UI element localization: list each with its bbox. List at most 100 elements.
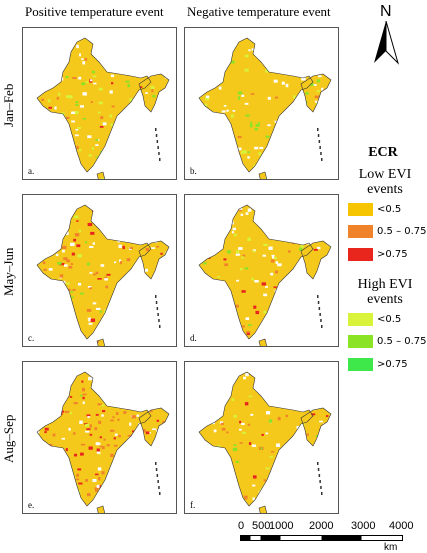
ecr-pixel (232, 231, 234, 233)
ecr-pixel (167, 411, 171, 413)
ecr-pixel (71, 111, 75, 114)
ecr-pixel (62, 250, 65, 253)
ecr-pixel (276, 503, 278, 505)
ecr-pixel (254, 280, 258, 282)
ecr-pixel (283, 229, 287, 231)
ecr-pixel (132, 415, 136, 418)
ecr-pixel (297, 296, 299, 299)
ecr-pixel (318, 443, 321, 445)
ecr-pixel (108, 45, 111, 47)
ecr-pixel (33, 301, 37, 304)
ecr-pixel (311, 480, 315, 482)
ecr-pixel (101, 264, 105, 267)
ecr-pixel (226, 110, 228, 112)
ecr-pixel (270, 171, 272, 174)
ecr-pixel (100, 222, 102, 225)
ecr-pixel (193, 139, 195, 141)
ecr-pixel (317, 440, 319, 442)
ecr-pixel (309, 513, 312, 514)
ecr-pixel (88, 319, 90, 321)
ecr-pixel (72, 253, 75, 256)
ecr-pixel (138, 116, 141, 119)
ecr-pixel (281, 324, 285, 326)
ecr-pixel (234, 234, 237, 237)
ecr-pixel (106, 200, 109, 202)
ecr-pixel (171, 126, 175, 129)
ecr-pixel (331, 58, 334, 60)
ecr-pixel (90, 79, 92, 81)
ecr-pixel (131, 453, 135, 456)
ecr-pixel (45, 382, 49, 384)
ecr-pixel (236, 280, 239, 282)
ecr-pixel (259, 213, 262, 215)
ecr-pixel (97, 278, 101, 280)
legend-swatch-high-3 (348, 358, 373, 371)
ecr-pixel (96, 157, 98, 159)
ecr-pixel (156, 322, 160, 324)
ecr-pixel (245, 373, 249, 376)
ecr-pixel (298, 100, 301, 102)
ecr-pixel (47, 33, 49, 35)
ecr-pixel (235, 305, 238, 308)
ecr-pixel (212, 65, 216, 68)
ecr-pixel (193, 221, 197, 224)
ecr-pixel (58, 339, 62, 342)
ecr-pixel (311, 204, 313, 206)
ecr-pixel (123, 155, 126, 158)
ecr-pixel (60, 482, 62, 485)
ecr-pixel (277, 468, 280, 471)
ecr-pixel (165, 258, 168, 260)
ecr-pixel (48, 397, 51, 399)
ecr-pixel (219, 371, 222, 373)
ecr-pixel (192, 45, 196, 48)
ecr-pixel (166, 447, 169, 450)
ecr-pixel (250, 414, 253, 416)
ecr-pixel (165, 67, 167, 69)
ecr-pixel (207, 129, 210, 131)
ecr-pixel (131, 332, 135, 335)
ecr-pixel (189, 471, 192, 473)
ecr-pixel (37, 477, 41, 479)
ecr-pixel (28, 128, 31, 131)
ecr-pixel (35, 177, 39, 180)
ecr-pixel (257, 336, 260, 338)
ecr-pixel (218, 329, 222, 332)
ecr-pixel (152, 95, 155, 97)
ecr-pixel (47, 210, 50, 213)
ecr-pixel (319, 421, 323, 423)
map-fill (27, 367, 177, 514)
ecr-pixel (224, 286, 227, 289)
ecr-pixel (330, 402, 333, 404)
ecr-pixel (169, 493, 173, 496)
ecr-pixel (139, 400, 141, 402)
ecr-pixel (103, 214, 107, 217)
ecr-pixel (175, 385, 177, 387)
ecr-pixel (48, 72, 50, 75)
ecr-pixel (35, 211, 38, 214)
ecr-pixel (70, 243, 74, 246)
ecr-pixel (146, 248, 150, 251)
ecr-pixel (336, 137, 339, 139)
ecr-pixel (90, 232, 94, 235)
ecr-pixel (56, 166, 59, 168)
ecr-pixel (329, 222, 333, 225)
ecr-pixel (101, 178, 104, 180)
ecr-pixel (329, 315, 332, 317)
ecr-pixel (267, 124, 271, 126)
ecr-pixel (332, 123, 334, 126)
ecr-pixel (27, 238, 30, 240)
ecr-pixel (114, 445, 118, 447)
ecr-pixel (54, 107, 56, 110)
ecr-pixel (60, 175, 62, 178)
ecr-pixel (276, 444, 280, 447)
ecr-pixel (68, 95, 72, 98)
ecr-pixel (296, 115, 300, 118)
ecr-pixel (41, 47, 43, 49)
ecr-pixel (76, 220, 78, 222)
scale-unit: km (384, 542, 397, 553)
ecr-pixel (227, 386, 231, 389)
ecr-pixel (87, 416, 90, 418)
ecr-pixel (125, 401, 127, 403)
legend-swatch-low-1 (348, 203, 373, 216)
ecr-pixel (193, 469, 196, 471)
